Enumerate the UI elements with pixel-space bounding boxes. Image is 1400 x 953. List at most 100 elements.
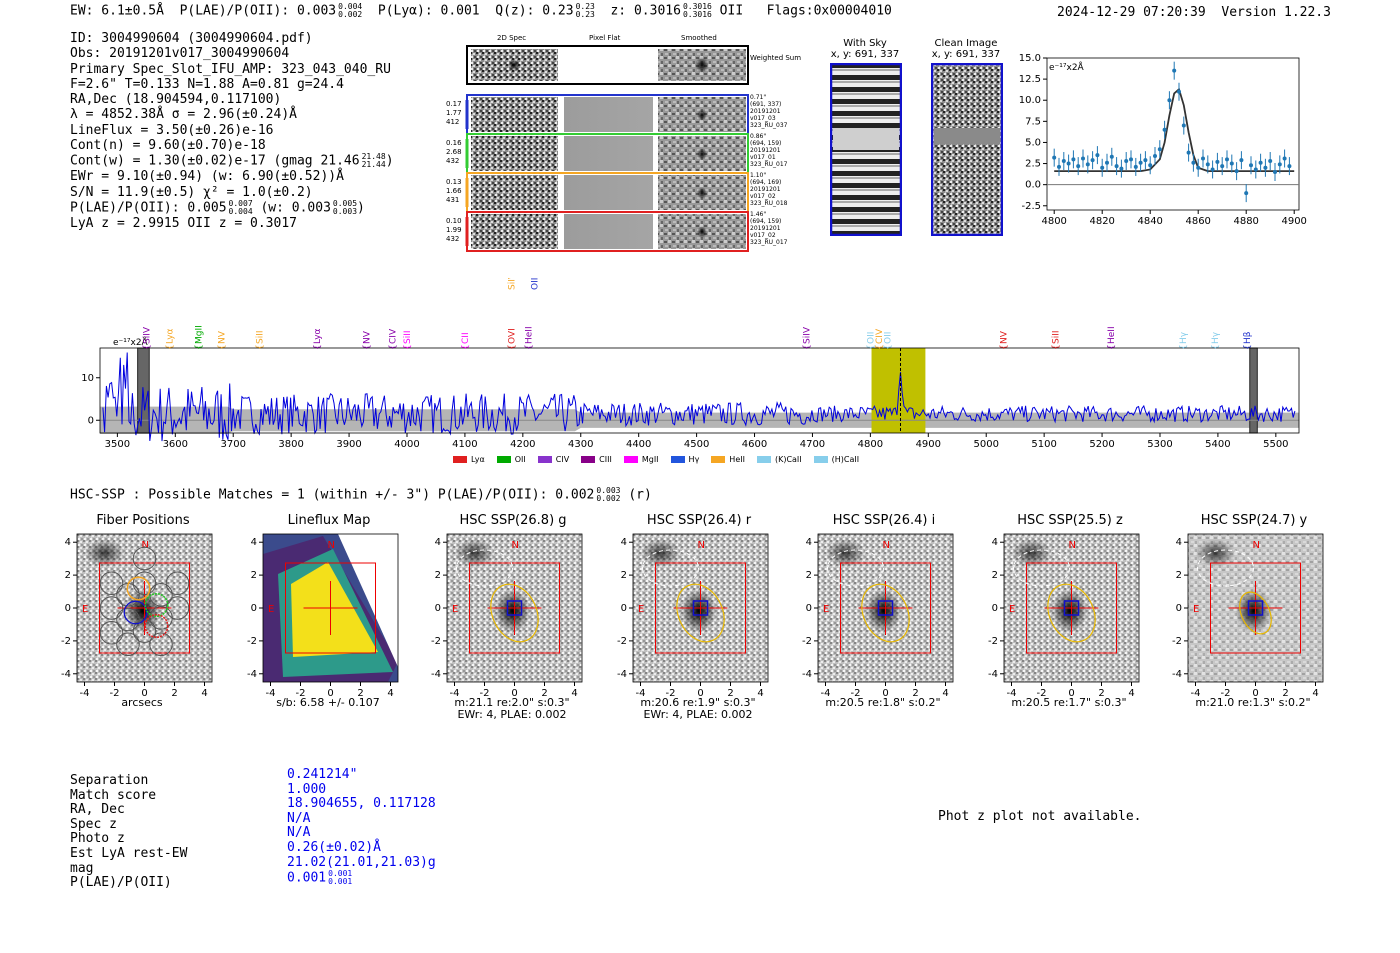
legend-item: Lyα (453, 455, 485, 464)
panel-ytick-label: 2 (435, 570, 441, 581)
zoom-data-point (1196, 165, 1201, 170)
spectrum-line-brace: { (1000, 344, 1010, 350)
panel-ytick-label: -4 (431, 669, 441, 680)
legend-label: CIV (555, 455, 570, 464)
cutout-row-left-label: 0.16 2.68 432 (446, 139, 462, 165)
spectrum-line-label: Hβ (1243, 331, 1253, 344)
zoom-data-point (1124, 159, 1129, 164)
zoom-data-point (1229, 161, 1234, 166)
panel-xtick-label: -4 (636, 688, 646, 698)
spectrum-line-label: SiIV (803, 326, 813, 344)
header-version: Version 1.22.3 (1221, 5, 1331, 20)
zoom-xtick-label: 4820 (1089, 216, 1114, 227)
panel-caption-line1: m:20.5 re:1.8" s:0.2" (825, 696, 941, 709)
panel-ytick-label: 4 (65, 537, 71, 548)
panel-xtick-label: 2 (912, 688, 918, 698)
panel-xtick-label: -2 (110, 688, 120, 698)
fiber-circle (99, 571, 124, 595)
header-datetime: 2024-12-29 07:20:39 (1057, 5, 1206, 20)
spectrum-xtick-label: 4200 (510, 439, 535, 450)
panel-search-box (285, 562, 376, 654)
clean-title: Clean Image x, y: 691, 337 (931, 38, 1001, 60)
zoom-data-point (1071, 157, 1076, 162)
panel-xtick-label: 4 (1312, 688, 1318, 698)
panel-galaxy (1051, 589, 1088, 633)
spectrum-xtick-label: 4600 (742, 439, 767, 450)
fiber-circle (149, 583, 173, 607)
panel-ytick-label: -2 (431, 636, 441, 647)
panel-xtick-label: -4 (80, 688, 90, 698)
match-label: Photo z (70, 831, 125, 847)
panel-xtick-label: 0 (697, 688, 703, 698)
zoom-data-point (1273, 170, 1277, 174)
panel-ytick-label: 0 (621, 603, 627, 614)
legend-item: HeII (711, 455, 745, 464)
line-zoom-chart: 4800 4820 4840 4860 4880 4900 15.0 12.5 10.0 7.5 5… (1019, 53, 1307, 227)
panel-xtick-label: 4 (387, 688, 393, 698)
zoom-data-point (1282, 156, 1287, 161)
zoom-data-point (1249, 163, 1253, 168)
panel-xtick-label: -2 (666, 688, 676, 698)
cutout-row-left-label: 0.13 1.66 431 (446, 178, 462, 204)
panel-galaxy (1235, 589, 1272, 633)
cutout-2d-spec (471, 136, 558, 171)
zoom-data-point (1066, 161, 1071, 166)
zoom-data-point (1225, 157, 1229, 162)
zoom-xtick-label: 4860 (1185, 216, 1210, 227)
match-value: 1.000 (287, 781, 327, 797)
spectrum-line-label: HeII (525, 326, 535, 344)
panel-east-label: E (823, 604, 829, 615)
match-value: N/A (287, 810, 311, 826)
zoom-data-point (1277, 162, 1282, 167)
zoom-data-point (1081, 156, 1085, 161)
panel-xtick-label: -2 (296, 688, 306, 698)
zoom-data-point (1109, 154, 1114, 159)
cutout-row-right-label: 0.71" (691, 337) 20191201 v017_03 323_RU_037 (750, 94, 788, 129)
panel-east-label: E (1193, 604, 1199, 615)
panel-ytick-label: 2 (251, 570, 257, 581)
spectrum-line-brace: { (362, 344, 372, 350)
panel-center-box (877, 600, 894, 616)
cutout-row-left-label: 0.10 1.99 432 (446, 217, 462, 243)
panel-north-label: N (1253, 540, 1260, 551)
header-right: 2024-12-29 07:20:39 Version 1.22.3 (1057, 5, 1331, 20)
panel-image: N E -4 -2 0 2 4 4 2 0 -2 -4 (431, 533, 583, 698)
panel-ytick-label: 0 (1176, 603, 1182, 614)
zoom-data-point (1201, 156, 1205, 161)
spectrum-xtick-label: 4500 (684, 439, 709, 450)
panel-neighbor-ellipse (1197, 549, 1254, 587)
spectrum-line-label: MgII (194, 325, 204, 344)
spectrum-line-brace: { (1243, 344, 1253, 350)
spectrum-upper-line-label: OII (530, 278, 540, 290)
legend-label: (K)CaII (774, 455, 802, 464)
match-label: Separation (70, 773, 149, 788)
header-z: z: 0.3016 (610, 3, 681, 19)
match-label: Est LyA rest-EW (70, 845, 188, 861)
spectrum-line-label: Lyα (313, 328, 323, 344)
zoom-axes-frame (1046, 57, 1300, 211)
zoom-data-point (1143, 158, 1148, 163)
legend-swatch (756, 456, 771, 463)
panel-xtick-label: 2 (1098, 688, 1104, 698)
photz-message: Phot z plot not available. (938, 809, 1142, 824)
info-ewr: EWr = 9.10(±0.94) (w: 6.90(±0.52))Å (70, 169, 344, 185)
panel-aperture-ellipse (861, 583, 910, 643)
panel-xtick-label: 0 (1252, 688, 1258, 698)
panel-east-label: E (638, 604, 644, 615)
header-bar: EW: 6.1±0.5Å P(LAE)/P(OII): 0.003 0.004 0.… (70, 3, 892, 19)
panel-ytick-label: 0 (435, 603, 441, 614)
fiber-circle (149, 632, 173, 657)
info-primary: Primary Spec_Slot_IFU_AMP: 323_043_040_R… (70, 61, 391, 77)
spectrum-line-brace: { (1107, 344, 1117, 350)
cutout-pixel-flat (564, 214, 653, 249)
legend-swatch (581, 456, 596, 463)
zoom-data-point (1153, 153, 1157, 158)
zoom-xtick-label: 4840 (1137, 216, 1162, 227)
spectrum-line-brace: { (403, 344, 413, 350)
zoom-data-point (1052, 155, 1057, 160)
info-id: ID: 3004990604 (3004990604.pdf) (70, 31, 313, 46)
zoom-ytick-label: -2.5 (1021, 201, 1041, 212)
zoom-data-point (1085, 162, 1090, 167)
zoom-data-point (1253, 167, 1258, 172)
panel-caption: arcsecs (67, 697, 217, 709)
